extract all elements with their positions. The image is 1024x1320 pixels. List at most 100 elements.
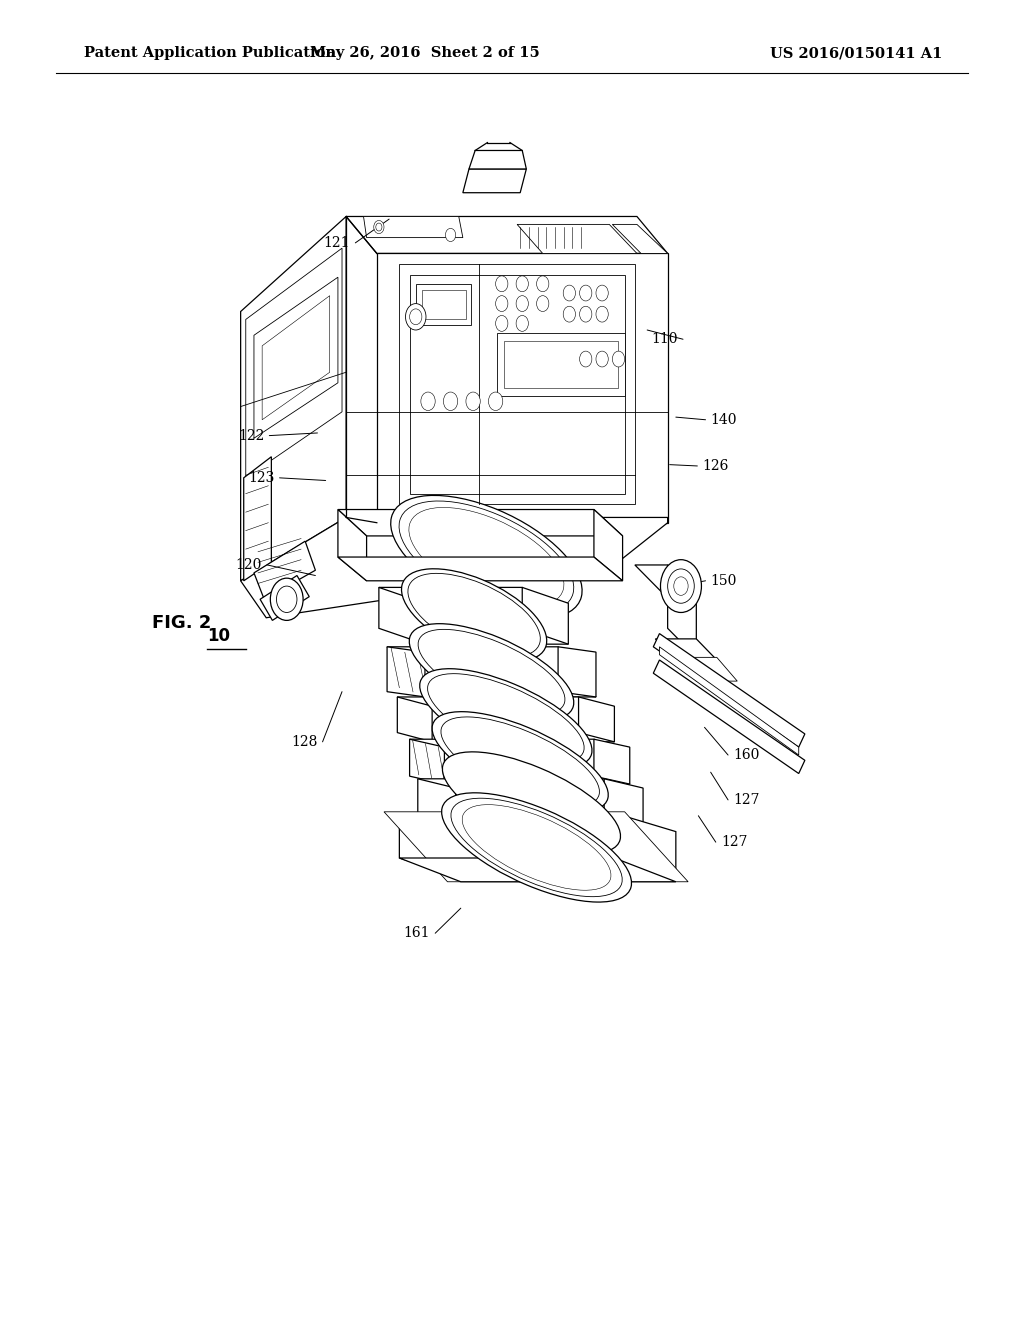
Polygon shape (399, 813, 676, 878)
Polygon shape (653, 660, 805, 774)
Circle shape (563, 285, 575, 301)
Ellipse shape (399, 502, 573, 612)
Circle shape (488, 392, 503, 411)
Circle shape (443, 392, 458, 411)
Circle shape (496, 296, 508, 312)
Polygon shape (338, 510, 623, 536)
Circle shape (596, 351, 608, 367)
Ellipse shape (409, 507, 564, 607)
Polygon shape (504, 341, 618, 388)
Polygon shape (244, 457, 271, 581)
Circle shape (516, 276, 528, 292)
Polygon shape (379, 587, 425, 644)
Circle shape (563, 306, 575, 322)
Polygon shape (418, 779, 643, 825)
Ellipse shape (442, 752, 621, 853)
Circle shape (580, 351, 592, 367)
Ellipse shape (432, 711, 608, 812)
Ellipse shape (420, 669, 592, 767)
Polygon shape (416, 284, 471, 325)
Polygon shape (246, 248, 342, 478)
Circle shape (668, 569, 694, 603)
Polygon shape (635, 565, 696, 594)
Polygon shape (594, 739, 630, 784)
Polygon shape (469, 150, 526, 169)
Text: May 26, 2016  Sheet 2 of 15: May 26, 2016 Sheet 2 of 15 (310, 46, 540, 61)
Circle shape (496, 315, 508, 331)
Polygon shape (399, 264, 635, 504)
Text: 140: 140 (711, 413, 737, 426)
Circle shape (674, 577, 688, 595)
Polygon shape (653, 634, 805, 747)
Circle shape (612, 351, 625, 367)
Circle shape (376, 223, 382, 231)
Text: 121: 121 (324, 236, 350, 249)
Ellipse shape (441, 717, 599, 807)
Polygon shape (579, 697, 614, 742)
Polygon shape (338, 510, 367, 581)
Circle shape (276, 586, 297, 612)
Ellipse shape (418, 630, 565, 714)
Polygon shape (614, 813, 676, 878)
Text: 161: 161 (403, 927, 430, 940)
Text: 122: 122 (238, 429, 264, 442)
Text: 123: 123 (248, 471, 274, 484)
Ellipse shape (462, 805, 611, 890)
Polygon shape (241, 216, 346, 581)
Polygon shape (422, 290, 466, 319)
Polygon shape (254, 277, 338, 438)
Polygon shape (346, 216, 668, 253)
Circle shape (496, 276, 508, 292)
Circle shape (410, 309, 422, 325)
Text: 127: 127 (721, 836, 748, 849)
Ellipse shape (408, 573, 541, 657)
Polygon shape (379, 587, 568, 644)
Polygon shape (338, 557, 623, 581)
Text: 110: 110 (651, 333, 678, 346)
Polygon shape (659, 647, 799, 755)
Polygon shape (612, 224, 668, 253)
Polygon shape (655, 639, 717, 660)
Text: 128: 128 (291, 735, 317, 748)
Circle shape (596, 306, 608, 322)
Circle shape (596, 285, 608, 301)
Ellipse shape (428, 673, 584, 763)
Polygon shape (410, 739, 444, 784)
Ellipse shape (391, 495, 582, 619)
Polygon shape (387, 647, 425, 697)
Circle shape (580, 285, 592, 301)
Polygon shape (397, 697, 432, 742)
Polygon shape (262, 296, 330, 420)
Text: 10: 10 (207, 627, 229, 645)
Ellipse shape (451, 799, 623, 896)
Ellipse shape (441, 793, 632, 902)
Text: Patent Application Publication: Patent Application Publication (84, 46, 336, 61)
Polygon shape (558, 647, 596, 697)
Circle shape (537, 296, 549, 312)
Polygon shape (364, 216, 463, 238)
Polygon shape (604, 779, 643, 825)
Polygon shape (410, 739, 630, 784)
Text: 127: 127 (733, 793, 760, 807)
Text: 126: 126 (702, 459, 729, 473)
Polygon shape (387, 647, 596, 697)
Polygon shape (517, 224, 637, 253)
Polygon shape (397, 697, 614, 742)
Circle shape (660, 560, 701, 612)
Polygon shape (260, 576, 309, 620)
Text: FIG. 2: FIG. 2 (152, 614, 211, 632)
Polygon shape (497, 333, 625, 396)
Polygon shape (522, 587, 568, 644)
Text: 120: 120 (236, 558, 262, 572)
Circle shape (270, 578, 303, 620)
Circle shape (374, 220, 384, 234)
Circle shape (421, 392, 435, 411)
Polygon shape (594, 510, 623, 581)
Polygon shape (410, 275, 625, 494)
Ellipse shape (401, 569, 547, 661)
Polygon shape (377, 253, 668, 523)
Polygon shape (399, 813, 461, 878)
Text: US 2016/0150141 A1: US 2016/0150141 A1 (770, 46, 942, 61)
Circle shape (580, 306, 592, 322)
Circle shape (445, 228, 456, 242)
